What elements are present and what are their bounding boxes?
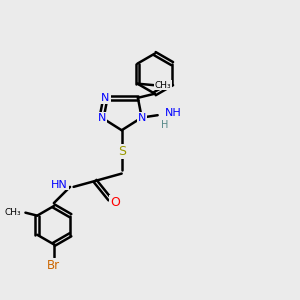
Text: O: O: [110, 196, 120, 209]
Text: CH₃: CH₃: [154, 81, 171, 90]
Text: S: S: [118, 145, 126, 158]
Text: CH₃: CH₃: [4, 208, 21, 217]
Text: N: N: [101, 93, 110, 103]
Text: Br: Br: [47, 259, 60, 272]
Text: H: H: [161, 120, 168, 130]
Text: N: N: [98, 112, 106, 123]
Text: HN: HN: [51, 179, 68, 190]
Text: N: N: [137, 112, 146, 123]
Text: NH: NH: [164, 108, 181, 118]
